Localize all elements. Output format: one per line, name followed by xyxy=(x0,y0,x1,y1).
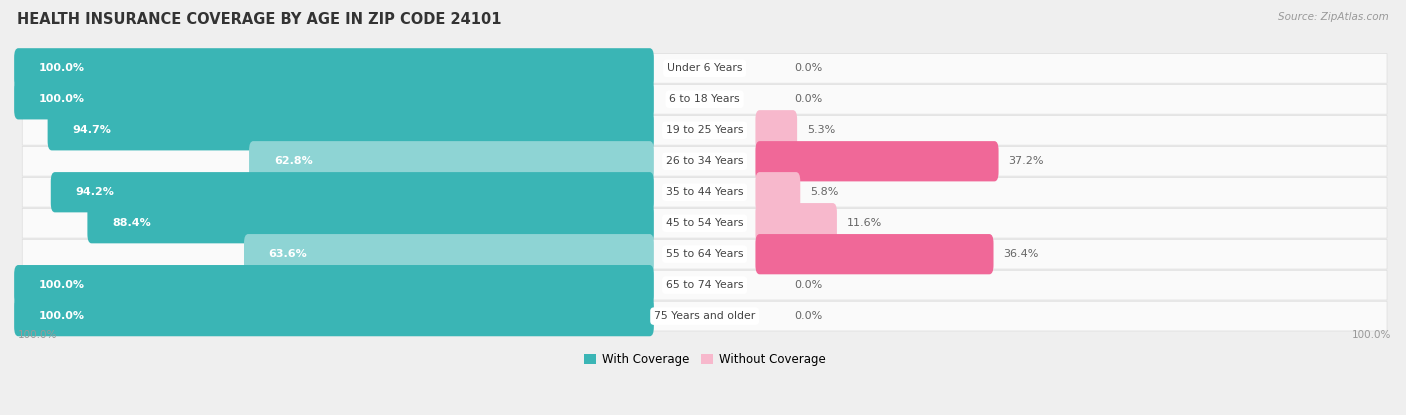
Text: 65 to 74 Years: 65 to 74 Years xyxy=(666,280,744,290)
FancyBboxPatch shape xyxy=(14,48,654,88)
Text: Under 6 Years: Under 6 Years xyxy=(666,63,742,73)
FancyBboxPatch shape xyxy=(22,301,1388,331)
Text: 100.0%: 100.0% xyxy=(39,63,84,73)
Text: 94.2%: 94.2% xyxy=(76,187,114,197)
Text: 26 to 34 Years: 26 to 34 Years xyxy=(666,156,744,166)
Text: 94.7%: 94.7% xyxy=(72,125,111,135)
Text: 5.3%: 5.3% xyxy=(807,125,835,135)
FancyBboxPatch shape xyxy=(22,239,1388,269)
Legend: With Coverage, Without Coverage: With Coverage, Without Coverage xyxy=(579,348,830,371)
Text: 36.4%: 36.4% xyxy=(1002,249,1039,259)
Text: 63.6%: 63.6% xyxy=(269,249,308,259)
Text: 100.0%: 100.0% xyxy=(18,330,58,340)
Text: 5.8%: 5.8% xyxy=(810,187,838,197)
Text: 100.0%: 100.0% xyxy=(39,94,84,104)
Text: 45 to 54 Years: 45 to 54 Years xyxy=(666,218,744,228)
Text: 100.0%: 100.0% xyxy=(1351,330,1391,340)
FancyBboxPatch shape xyxy=(22,84,1388,114)
Text: Source: ZipAtlas.com: Source: ZipAtlas.com xyxy=(1278,12,1389,22)
Text: 62.8%: 62.8% xyxy=(274,156,312,166)
FancyBboxPatch shape xyxy=(249,141,654,181)
FancyBboxPatch shape xyxy=(22,177,1388,207)
Text: 0.0%: 0.0% xyxy=(794,311,823,321)
Text: 35 to 44 Years: 35 to 44 Years xyxy=(666,187,744,197)
FancyBboxPatch shape xyxy=(755,234,994,274)
FancyBboxPatch shape xyxy=(755,110,797,150)
Text: 0.0%: 0.0% xyxy=(794,94,823,104)
Text: 11.6%: 11.6% xyxy=(846,218,882,228)
FancyBboxPatch shape xyxy=(755,141,998,181)
Text: 0.0%: 0.0% xyxy=(794,63,823,73)
Text: HEALTH INSURANCE COVERAGE BY AGE IN ZIP CODE 24101: HEALTH INSURANCE COVERAGE BY AGE IN ZIP … xyxy=(17,12,502,27)
FancyBboxPatch shape xyxy=(14,265,654,305)
Text: 55 to 64 Years: 55 to 64 Years xyxy=(666,249,744,259)
FancyBboxPatch shape xyxy=(22,115,1388,145)
FancyBboxPatch shape xyxy=(22,54,1388,83)
Text: 100.0%: 100.0% xyxy=(39,280,84,290)
Text: 75 Years and older: 75 Years and older xyxy=(654,311,755,321)
FancyBboxPatch shape xyxy=(22,208,1388,238)
FancyBboxPatch shape xyxy=(22,146,1388,176)
FancyBboxPatch shape xyxy=(87,203,654,243)
FancyBboxPatch shape xyxy=(14,79,654,120)
FancyBboxPatch shape xyxy=(755,172,800,212)
FancyBboxPatch shape xyxy=(14,296,654,336)
Text: 88.4%: 88.4% xyxy=(112,218,150,228)
FancyBboxPatch shape xyxy=(755,203,837,243)
FancyBboxPatch shape xyxy=(22,270,1388,300)
Text: 6 to 18 Years: 6 to 18 Years xyxy=(669,94,740,104)
Text: 37.2%: 37.2% xyxy=(1008,156,1043,166)
Text: 0.0%: 0.0% xyxy=(794,280,823,290)
Text: 100.0%: 100.0% xyxy=(39,311,84,321)
FancyBboxPatch shape xyxy=(51,172,654,212)
FancyBboxPatch shape xyxy=(245,234,654,274)
FancyBboxPatch shape xyxy=(48,110,654,150)
Text: 19 to 25 Years: 19 to 25 Years xyxy=(666,125,744,135)
